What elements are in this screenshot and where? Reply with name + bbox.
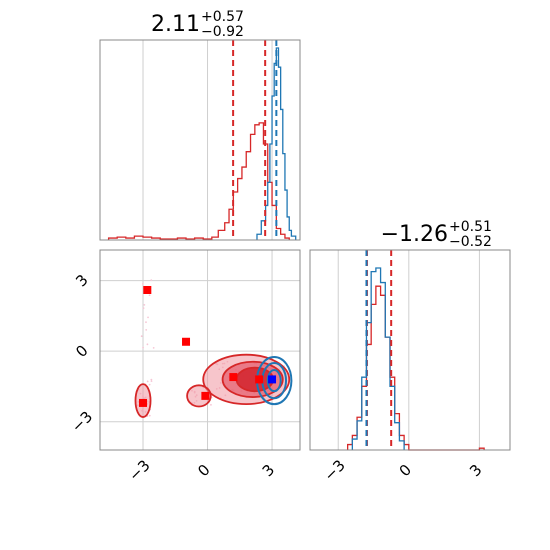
marginal-2-title-lower-error: −0.52 <box>449 234 492 250</box>
sample-point <box>146 380 149 383</box>
sample-point <box>148 414 151 417</box>
histogram-blue <box>351 267 405 450</box>
marginal-2-x-tick-labels: −3 0 3 <box>321 456 486 484</box>
y-tick-label: 3 <box>72 271 91 290</box>
marginal-1-title-value: 2.11 <box>151 12 200 37</box>
sample-point <box>150 279 153 282</box>
marginal-panel-param-2: −3 0 3 −1.26 +0.51 −0.52 <box>309 219 511 485</box>
sample-point <box>150 380 153 383</box>
marker-red-square <box>182 337 191 346</box>
joint-y-tick-labels: 3 0 −3 <box>68 271 96 436</box>
sample-point <box>143 303 146 306</box>
marginal-2-gridlines <box>337 250 480 450</box>
marginal-1-histograms <box>107 47 297 240</box>
histogram-red <box>107 122 290 240</box>
marker-red-square <box>139 398 148 407</box>
contour-blue <box>266 369 282 393</box>
x-tick-label: 3 <box>466 461 485 480</box>
x-tick-label: 0 <box>194 461 213 480</box>
marginal-2-histograms <box>346 267 485 451</box>
marginal-1-title-lower-error: −0.92 <box>201 24 244 40</box>
sample-point <box>141 282 144 285</box>
x-tick-label: −3 <box>125 456 153 484</box>
sample-point <box>145 328 148 331</box>
sample-point <box>146 343 149 346</box>
contour-red <box>186 384 212 408</box>
sample-point <box>145 321 147 324</box>
sample-point <box>150 378 153 381</box>
marginal-2-title-upper-error: +0.51 <box>449 219 492 235</box>
joint-contours <box>134 353 293 418</box>
y-tick-label: 0 <box>72 341 91 360</box>
x-tick-label: 0 <box>396 461 415 480</box>
marginal-1-quantile-lines <box>232 40 278 240</box>
joint-x-tick-labels: −3 0 3 <box>125 456 278 484</box>
sample-point <box>140 335 143 338</box>
y-tick-label: −3 <box>68 408 96 436</box>
marker-red-square <box>143 286 152 294</box>
joint-panel: 3 0 −3 −3 0 3 <box>68 249 301 485</box>
joint-frame <box>99 249 301 451</box>
sample-point <box>152 346 155 349</box>
marker-red-square <box>229 373 238 382</box>
marginal-panel-param-1: 2.11 +0.57 −0.92 <box>99 9 301 241</box>
joint-gridlines <box>100 250 300 450</box>
marginal-2-title-value: −1.26 <box>381 222 448 247</box>
sample-point <box>148 294 151 297</box>
marginal-1-title-upper-error: +0.57 <box>201 9 244 25</box>
marginal-1-frame <box>99 39 301 241</box>
x-tick-label: −3 <box>321 456 349 484</box>
sample-point <box>147 316 149 319</box>
sample-point <box>142 307 145 310</box>
marginal-1-gridlines <box>142 40 273 240</box>
sample-point <box>142 346 144 349</box>
marker-red-square <box>201 391 210 400</box>
histogram-red <box>346 285 485 451</box>
marker-blue-square <box>268 375 277 384</box>
marginal-2-frame <box>309 249 511 451</box>
x-tick-label: 3 <box>259 461 278 480</box>
joint-markers <box>139 286 277 407</box>
sample-point <box>148 383 151 386</box>
marginal-2-quantile-lines <box>365 250 393 450</box>
sample-point <box>210 403 212 406</box>
marker-red-square <box>255 375 264 384</box>
